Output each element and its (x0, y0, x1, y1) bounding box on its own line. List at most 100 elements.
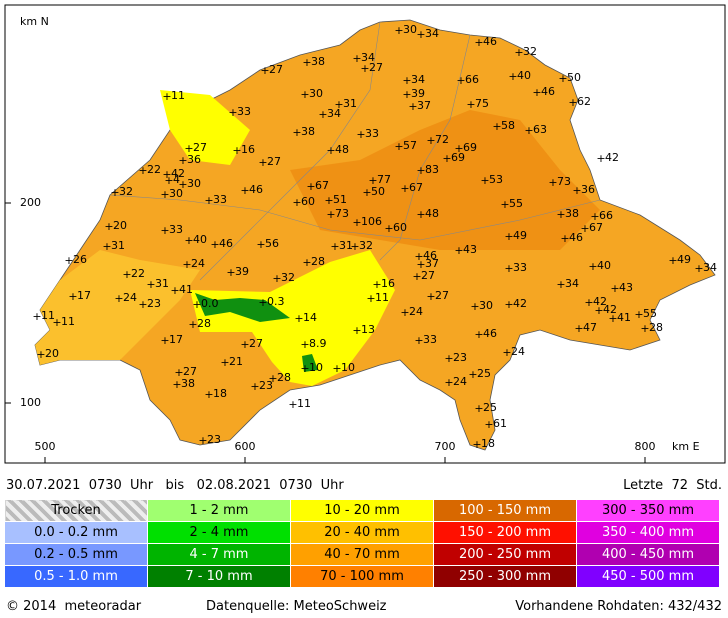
time-window: Letzte 72 Std. (623, 478, 722, 493)
station-marker: + (294, 312, 303, 325)
station-value: 22 (131, 267, 145, 280)
station-marker: + (332, 362, 341, 375)
legend-item: 450 - 500 mm (576, 565, 720, 588)
station-value: 16 (241, 143, 255, 156)
station-marker: + (326, 144, 335, 157)
period: 30.07.2021 0730 Uhr bis 02.08.2021 0730 … (6, 478, 344, 493)
legend-row: 0.0 - 0.2 mm 2 - 4 mm 20 - 40 mm 150 - 200 … (4, 521, 720, 544)
station-value: 11 (61, 315, 75, 328)
station-marker: + (480, 174, 489, 187)
station-marker: + (138, 164, 147, 177)
station-marker: + (384, 222, 393, 235)
station-marker: + (204, 388, 213, 401)
station-value: 40 (517, 69, 531, 82)
station-value: 30 (187, 177, 201, 190)
station-marker: + (416, 258, 425, 271)
station-value: 13 (361, 323, 375, 336)
station-value: 43 (619, 281, 633, 294)
station-marker: + (568, 96, 577, 109)
station-value: 33 (237, 105, 251, 118)
station-value: 46 (483, 327, 497, 340)
station-marker: + (504, 230, 513, 243)
station-marker: + (470, 300, 479, 313)
legend-item: 40 - 70 mm (290, 543, 434, 566)
station-value: 63 (533, 123, 547, 136)
station-marker: + (288, 398, 297, 411)
station-value: 10 (309, 361, 323, 374)
station-value: 40 (193, 233, 207, 246)
station-marker: + (306, 180, 315, 193)
station-marker: + (556, 208, 565, 221)
station-marker: + (456, 74, 465, 87)
station-marker: + (444, 376, 453, 389)
station-marker: + (610, 282, 619, 295)
station-marker: + (474, 36, 483, 49)
station-marker: + (400, 306, 409, 319)
station-value: 67 (589, 221, 603, 234)
station-value: 24 (511, 345, 525, 358)
station-marker: + (292, 126, 301, 139)
station-marker: + (472, 438, 481, 451)
station-marker: + (210, 238, 219, 251)
station-marker: + (634, 308, 643, 321)
station-value: 11 (297, 397, 311, 410)
station-marker: + (68, 290, 77, 303)
station-value: 32 (281, 271, 295, 284)
station-marker: + (362, 186, 371, 199)
station-value: 33 (213, 193, 227, 206)
station-marker: + (352, 216, 361, 229)
station-value: 20 (113, 219, 127, 232)
station-value: 20 (45, 347, 59, 360)
station-marker: + (330, 240, 339, 253)
station-marker: + (198, 434, 207, 447)
station-value: 55 (509, 197, 523, 210)
station-value: 73 (557, 175, 571, 188)
station-marker: + (400, 182, 409, 195)
station-marker: + (300, 362, 309, 375)
legend-item: 150 - 200 mm (433, 521, 577, 544)
station-marker: + (228, 106, 237, 119)
border (199, 21, 381, 281)
station-value: 77 (377, 173, 391, 186)
station-marker: + (170, 284, 179, 297)
legend-item: 70 - 100 mm (290, 565, 434, 588)
station-marker: + (372, 278, 381, 291)
station-value: 34 (565, 277, 579, 290)
station-value: 18 (213, 387, 227, 400)
station-marker: + (260, 64, 269, 77)
legend-item: 200 - 250 mm (433, 543, 577, 566)
station-value: 46 (423, 249, 437, 262)
station-marker: + (256, 238, 265, 251)
station-marker: + (596, 152, 605, 165)
station-marker: + (414, 250, 423, 263)
legend-item: 0.5 - 1.0 mm (4, 565, 148, 588)
station-value: 38 (181, 377, 195, 390)
station-marker: + (484, 418, 493, 431)
station-value: 24 (191, 257, 205, 270)
station-marker: + (416, 164, 425, 177)
station-value: 16 (381, 277, 395, 290)
station-value: 106 (361, 215, 382, 228)
station-marker: + (32, 310, 41, 323)
station-marker: + (138, 298, 147, 311)
station-marker: + (52, 316, 61, 329)
station-marker: + (188, 318, 197, 331)
legend-item: 1 - 2 mm (147, 499, 291, 522)
station-value: 69 (463, 141, 477, 154)
station-marker: + (548, 176, 557, 189)
station-value: 39 (411, 87, 425, 100)
station-marker: + (160, 224, 169, 237)
station-value: 61 (493, 417, 507, 430)
station-marker: + (500, 198, 509, 211)
station-value: 31 (155, 277, 169, 290)
station-value: 34 (361, 51, 375, 64)
station-marker: + (172, 378, 181, 391)
station-marker: + (268, 372, 277, 385)
station-marker: + (240, 184, 249, 197)
station-value: 67 (409, 181, 423, 194)
legend-item: 350 - 400 mm (576, 521, 720, 544)
station-value: 24 (453, 375, 467, 388)
lighter-area (35, 250, 200, 365)
station-value: 23 (259, 379, 273, 392)
station-value: 46 (219, 237, 233, 250)
